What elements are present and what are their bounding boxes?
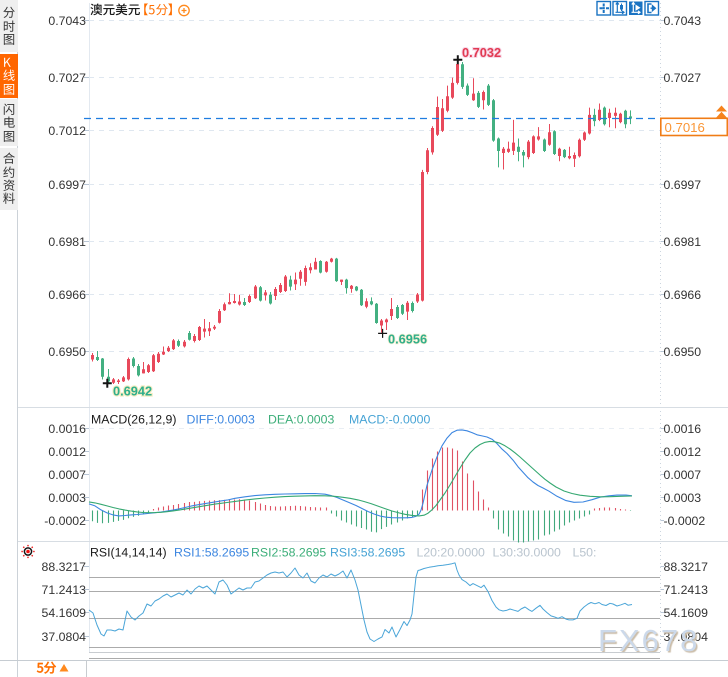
svg-text:88.3217: 88.3217 [42,560,87,574]
svg-text:0.7027: 0.7027 [664,71,702,85]
svg-text:0.7027: 0.7027 [48,71,86,85]
svg-text:0.0016: 0.0016 [664,422,702,436]
svg-text:54.1609: 54.1609 [42,606,87,620]
svg-text:0.6966: 0.6966 [48,288,86,302]
svg-text:0.6981: 0.6981 [664,235,702,249]
svg-text:0.7043: 0.7043 [664,14,702,28]
svg-text:DEA:0.0003: DEA:0.0003 [268,413,334,427]
svg-text:MACD:-0.0000: MACD:-0.0000 [349,413,430,427]
svg-text:0.6956: 0.6956 [388,332,427,347]
svg-text:0.6981: 0.6981 [48,235,86,249]
svg-text:0.0012: 0.0012 [48,445,86,459]
svg-text:0.6997: 0.6997 [48,178,86,192]
svg-text:0.6997: 0.6997 [664,178,702,192]
svg-text:RSI(14,14,14): RSI(14,14,14) [90,546,167,560]
svg-text:0.0007: 0.0007 [664,468,702,482]
svg-text:0.6950: 0.6950 [664,345,702,359]
svg-text:37.0804: 37.0804 [664,630,709,644]
svg-text:RSI1:58.2695: RSI1:58.2695 [174,546,249,560]
svg-text:L50:: L50: [573,546,597,560]
svg-text:0.6950: 0.6950 [48,345,86,359]
svg-text:0.7043: 0.7043 [48,14,86,28]
svg-text:MACD(26,12,9): MACD(26,12,9) [91,413,176,427]
svg-text:0.0003: 0.0003 [664,491,702,505]
svg-text:37.0804: 37.0804 [42,630,87,644]
svg-text:0.0016: 0.0016 [48,422,86,436]
svg-text:-0.0002: -0.0002 [44,514,86,528]
svg-text:0.7016: 0.7016 [665,120,705,135]
svg-text:71.2413: 71.2413 [42,583,87,597]
svg-text:0.6942: 0.6942 [113,384,152,399]
svg-text:0.0003: 0.0003 [48,491,86,505]
svg-text:54.1609: 54.1609 [664,606,709,620]
svg-text:RSI3:58.2695: RSI3:58.2695 [330,546,405,560]
svg-text:0.0012: 0.0012 [664,445,702,459]
svg-text:71.2413: 71.2413 [664,583,709,597]
svg-text:L30:30.0000: L30:30.0000 [493,546,562,560]
svg-text:L20:20.0000: L20:20.0000 [417,546,486,560]
svg-text:0.7032: 0.7032 [462,45,501,60]
svg-text:DIFF:0.0003: DIFF:0.0003 [187,413,256,427]
svg-text:0.0007: 0.0007 [48,468,86,482]
svg-text:0.7012: 0.7012 [48,124,86,138]
svg-text:0.6966: 0.6966 [664,288,702,302]
svg-text:-0.0002: -0.0002 [664,514,706,528]
svg-text:88.3217: 88.3217 [664,560,709,574]
svg-text:RSI2:58.2695: RSI2:58.2695 [251,546,326,560]
